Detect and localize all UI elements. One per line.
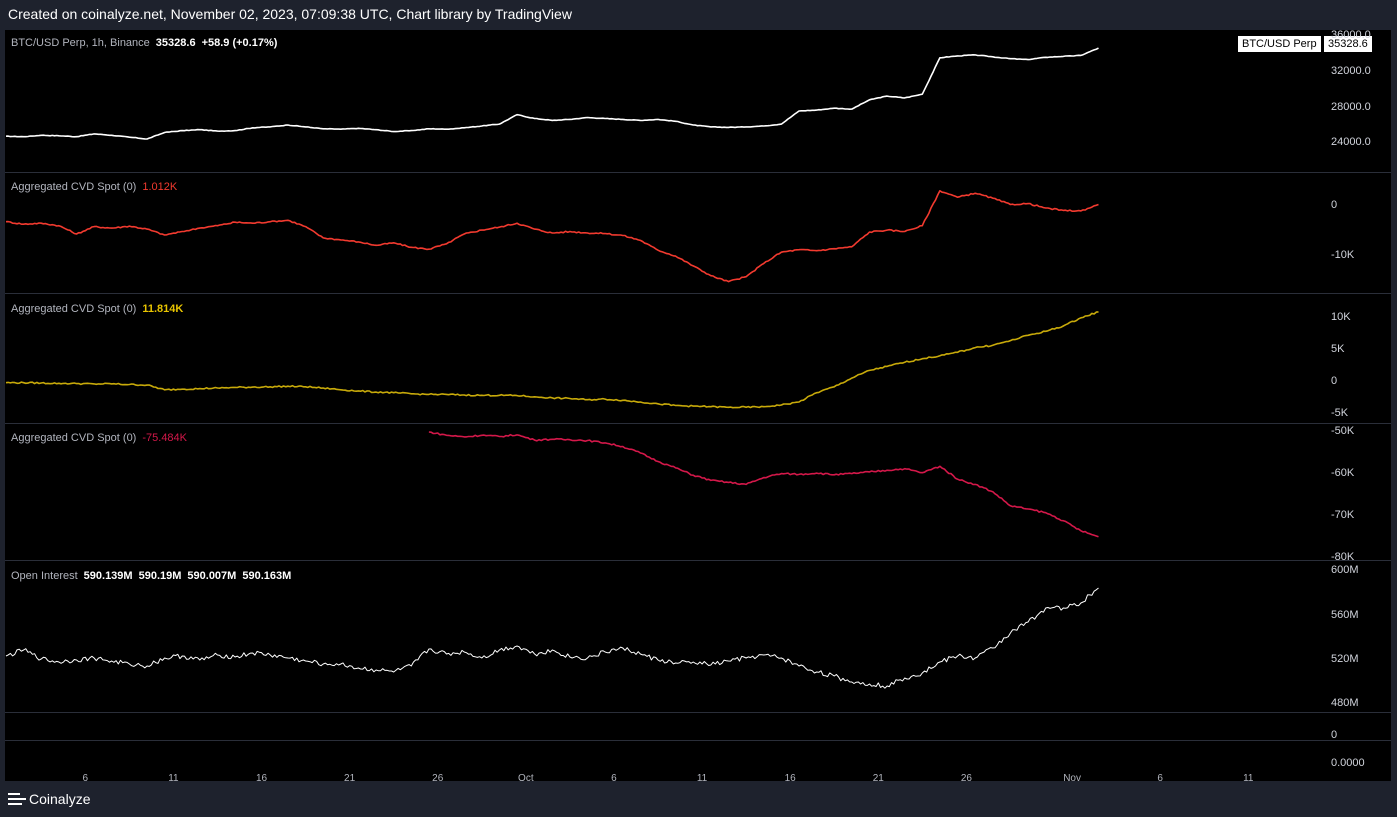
cvd1-y-tick-label: 0 — [1331, 199, 1338, 211]
cvd3-y-tick-label: -60K — [1331, 467, 1355, 479]
oi-y-tick-label: 480M — [1331, 697, 1359, 709]
oi-low: 590.007M — [187, 570, 237, 582]
x-tick-label: 26 — [432, 773, 444, 784]
oi-y-tick-label: 600M — [1331, 564, 1359, 576]
cvd3-legend-value: -75.484K — [142, 432, 188, 444]
oi-legend: Open Interest 590.139M 590.19M 590.007M 590.… — [11, 570, 291, 582]
cvd2-legend-value: 11.814K — [142, 303, 184, 315]
price-legend-value: 35328.6 — [155, 37, 196, 49]
oi-y-tick-label: 520M — [1331, 653, 1359, 665]
price-symbol-tag: BTC/USD Perp — [1238, 36, 1321, 52]
cvd1-legend: Aggregated CVD Spot (0) 1.012K — [11, 181, 177, 193]
header-bar: Created on coinalyze.net, November 02, 2… — [0, 0, 1397, 30]
x-tick-label: 11 — [168, 773, 179, 784]
cvd3-legend-name: Aggregated CVD Spot (0) — [11, 432, 137, 444]
brand[interactable]: Coinalyze — [8, 791, 90, 807]
cvd2-y-tick-label: 5K — [1331, 343, 1345, 355]
header-text: Created on coinalyze.net, November 02, 2… — [8, 6, 572, 22]
price-y-tick-label: 36000.0 — [1331, 29, 1371, 41]
coinalyze-logo-icon — [8, 793, 26, 805]
x-tick-label: 26 — [960, 773, 972, 784]
price-series-line[interactable] — [5, 47, 1099, 140]
x-tick-label: 6 — [611, 773, 617, 784]
cvd2-y-tick-label: 0 — [1331, 375, 1338, 387]
x-tick-label: 6 — [1157, 773, 1163, 784]
x-tick-label: 16 — [784, 773, 796, 784]
brand-name: Coinalyze — [29, 791, 91, 807]
price-value-tag: 35328.6 — [1324, 36, 1372, 52]
cvd1-series-line[interactable] — [5, 190, 1099, 283]
cvd3-y-tick-label: -50K — [1331, 425, 1355, 437]
cvd3-y-tick-label: -80K — [1331, 551, 1355, 563]
oi-series-line[interactable] — [5, 587, 1099, 689]
bottom-y-tick-label: 0.0000 — [1331, 757, 1365, 769]
cvd1-legend-value: 1.012K — [142, 181, 178, 193]
x-tick-label: 21 — [344, 773, 356, 784]
cvd2-y-tick-label: 10K — [1331, 311, 1351, 323]
price-legend-name: BTC/USD Perp, 1h, Binance — [11, 37, 150, 49]
oi-high: 590.19M — [138, 570, 182, 582]
chart-area[interactable]: BTC/USD Perp, 1h, Binance 35328.6 +58.9 (+… — [5, 29, 1391, 784]
cvd2-legend: Aggregated CVD Spot (0) 11.814K — [11, 303, 183, 315]
footer-bar: Coinalyze — [0, 781, 1397, 817]
cvd3-legend: Aggregated CVD Spot (0) -75.484K — [11, 432, 187, 444]
cvd3-y-tick-label: -70K — [1331, 509, 1355, 521]
price-y-tick-label: 24000.0 — [1331, 136, 1371, 148]
x-tick-label: 16 — [255, 773, 268, 784]
chart-svg[interactable] — [5, 30, 1391, 781]
price-legend-change: +58.9 (+0.17%) — [201, 37, 278, 49]
price-legend: BTC/USD Perp, 1h, Binance 35328.6 +58.9 (+… — [11, 37, 277, 49]
bottom-y-tick-label: 0 — [1331, 729, 1338, 741]
x-tick-label: 21 — [872, 773, 884, 784]
price-y-tick-label: 28000.0 — [1331, 101, 1371, 113]
x-tick-label: 6 — [82, 773, 89, 784]
oi-close: 590.163M — [242, 570, 292, 582]
x-tick-label: Nov — [1063, 773, 1081, 784]
cvd1-legend-name: Aggregated CVD Spot (0) — [11, 181, 137, 193]
cvd2-legend-name: Aggregated CVD Spot (0) — [11, 303, 137, 315]
cvd1-y-tick-label: -10K — [1331, 249, 1355, 261]
x-tick-label: 11 — [696, 773, 708, 784]
cvd3-series-line[interactable] — [428, 431, 1099, 538]
cvd2-y-tick-label: -5K — [1331, 407, 1349, 419]
cvd2-series-line[interactable] — [5, 311, 1099, 409]
x-tick-label: 11 — [1243, 773, 1254, 784]
price-y-tick-label: 32000.0 — [1331, 65, 1371, 77]
oi-legend-name: Open Interest — [11, 570, 78, 582]
oi-open: 590.139M — [83, 570, 133, 582]
oi-y-tick-label: 560M — [1331, 609, 1359, 621]
x-tick-label: Oct — [518, 773, 534, 784]
